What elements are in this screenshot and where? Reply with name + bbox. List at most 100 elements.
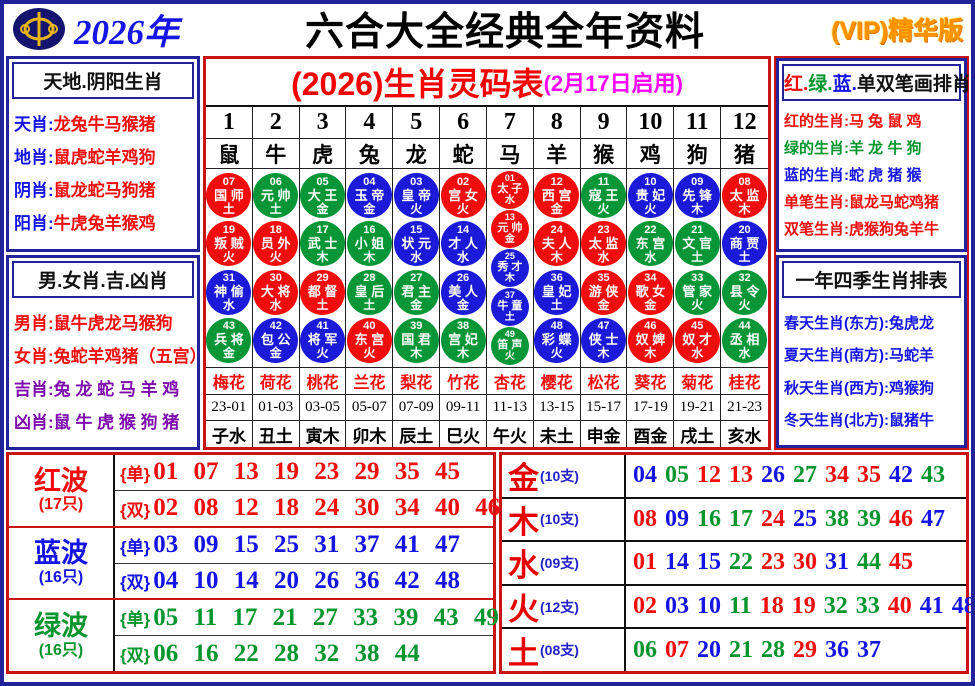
side-row-value: 鼠龙蛇马狗猪 bbox=[53, 181, 156, 201]
wave-group: 红波 (17只) {单} 01 07 13 19 23 29 35 45 {双} 02 0… bbox=[9, 455, 500, 528]
flower-cell-cell: 梅花 bbox=[206, 367, 253, 394]
side-row-label: 阴肖: bbox=[14, 181, 54, 201]
element-row: 木 (10支) 08 09 16 17 24 25 38 39 46 47 bbox=[502, 498, 966, 543]
element-number: 32 bbox=[823, 593, 848, 620]
element-number: 21 bbox=[729, 636, 753, 663]
ball: 05 大 王金 bbox=[300, 173, 346, 219]
ball: 01 太 子水 bbox=[490, 171, 529, 209]
flower-cell-cell: 桃花 bbox=[299, 367, 347, 394]
year-label: 2026年 bbox=[74, 12, 180, 52]
ball-number: 38 bbox=[456, 320, 470, 333]
ball: 18 员 外火 bbox=[253, 221, 299, 267]
element-name: 金 bbox=[508, 461, 539, 497]
wave-group: 蓝波 (16只) {单} 03 09 15 25 31 37 41 47 {双} 04 1… bbox=[9, 527, 493, 601]
column-number-cell: 5 bbox=[393, 107, 441, 139]
time-range-cell-cell: 17-19 bbox=[627, 394, 675, 420]
earthly-branch-cell-cell: 丑土 bbox=[252, 420, 300, 447]
wave-row: {单} 03 09 15 25 31 37 41 47 bbox=[115, 528, 493, 564]
wave-count: (17只) bbox=[38, 496, 84, 514]
ball-element: 金 bbox=[410, 298, 423, 313]
ball-role: 美 人 bbox=[448, 284, 478, 300]
element-number: 37 bbox=[857, 636, 881, 663]
header: 2026年 六合大全经典全年资料 (VIP)精华版 bbox=[4, 4, 971, 54]
ball-number: 28 bbox=[363, 272, 376, 285]
ball-role: 国 师 bbox=[214, 187, 244, 203]
wave-row: {双} 04 10 14 20 26 36 42 48 bbox=[115, 564, 493, 599]
ball: 38 宫 妃木 bbox=[440, 317, 486, 363]
side-row: 蓝的生肖:蛇 虎 猪 猴 bbox=[784, 166, 959, 185]
ball-role: 东 宫 bbox=[354, 332, 385, 348]
ball: 17 武 士木 bbox=[300, 221, 346, 267]
wave-rows: {单} 05 11 17 21 27 33 39 43 49 {双} 06 16 22… bbox=[115, 600, 499, 671]
side-row-value: 牛虎兔羊猴鸡 bbox=[53, 214, 156, 234]
element-number: 43 bbox=[921, 462, 945, 489]
ball-element: 水 bbox=[410, 249, 423, 264]
ball: 32 县 令火 bbox=[722, 269, 768, 315]
side-row-label: 吉肖: bbox=[14, 379, 54, 399]
wave-rows: {单} 03 09 15 25 31 37 41 47 {双} 04 10 14 20… bbox=[115, 528, 493, 599]
ball-number: 34 bbox=[644, 272, 657, 285]
side-row: 男肖:鼠牛虎龙马猴狗 bbox=[14, 314, 192, 334]
element-number: 39 bbox=[857, 505, 881, 532]
ball: 16 小 姐木 bbox=[346, 221, 392, 267]
element-count: (08支) bbox=[540, 642, 579, 659]
ball-number: 21 bbox=[691, 223, 704, 236]
ball-role: 彩 蝶 bbox=[541, 332, 572, 348]
element-label-cell: 木 (10支) bbox=[502, 498, 626, 541]
ball-element: 木 bbox=[597, 346, 610, 361]
ball-element: 土 bbox=[738, 249, 751, 264]
bottom-area: 红波 (17只) {单} 01 07 13 19 23 29 35 45 {双} 02 0… bbox=[4, 452, 971, 676]
ball: 30 大 将水 bbox=[253, 269, 299, 315]
ball-number: 27 bbox=[410, 272, 423, 285]
side-row-label: 蓝的生肖: bbox=[784, 166, 849, 184]
ball-number: 26 bbox=[456, 272, 470, 285]
ball: 41 将 军火 bbox=[300, 317, 346, 363]
center-title-row: (2026)生肖灵码表 (2月17日启用) bbox=[206, 59, 768, 107]
ball: 35 游 侠金 bbox=[581, 269, 627, 315]
ball-role: 玉 帝 bbox=[354, 187, 385, 203]
ball: 27 君 主金 bbox=[393, 269, 439, 315]
ball-column: 07 国 师土 19 叛 贼火 31 神 偷水 43 兵 将金 bbox=[206, 169, 253, 367]
side-row: 单笔生肖:鼠龙马蛇鸡猪 bbox=[784, 194, 959, 212]
flower-cell-cell: 兰花 bbox=[346, 367, 394, 394]
ball: 09 先 锋木 bbox=[674, 173, 720, 219]
ball-role: 兵 将 bbox=[214, 332, 244, 348]
time-range-cell-cell: 19-21 bbox=[674, 394, 722, 420]
flower-cell-cell: 松花 bbox=[580, 367, 628, 394]
ball-role: 才 人 bbox=[448, 235, 478, 251]
ball-number: 49 bbox=[504, 329, 515, 339]
ball-column: 11 寇 王火 23 太 监水 35 游 侠金 47 侠 士木 bbox=[581, 169, 628, 367]
ball-number: 15 bbox=[410, 223, 423, 236]
ball-element: 火 bbox=[738, 298, 751, 313]
earthly-branch-cell-cell: 申金 bbox=[580, 420, 628, 447]
ball-role: 元 帅 bbox=[497, 222, 523, 234]
main-area: 天地.阴阳生肖 天肖:龙兔牛马猴猪 地肖:鼠虎蛇羊鸡狗 阴肖:鼠龙蛇马狗猪 阳肖:牛虎兔… bbox=[4, 54, 971, 452]
ball-column: 04 玉 帝金 16 小 姐木 28 皇 后土 40 东 宫火 bbox=[346, 169, 394, 367]
ball-role: 神 偷 bbox=[214, 284, 244, 300]
ball-number: 32 bbox=[738, 272, 751, 285]
time-range-cell-cell: 07-09 bbox=[393, 394, 441, 420]
side-row-label: 阳肖: bbox=[14, 214, 54, 234]
ball: 34 歌 女金 bbox=[627, 269, 673, 315]
ball-number: 05 bbox=[316, 175, 329, 188]
element-label-cell: 火 (12支) bbox=[502, 585, 626, 628]
side-row-label: 绿的生肖: bbox=[784, 140, 849, 158]
ball-role: 皇 后 bbox=[354, 284, 385, 300]
ball-role: 丞 相 bbox=[729, 332, 760, 348]
flower-cell: 梅花 荷花 桃花 兰花 梨花 竹花 杏花 樱花 松花 葵花 菊花 桂花 bbox=[206, 367, 768, 394]
ball: 43 兵 将金 bbox=[206, 317, 252, 363]
ball-role: 文 官 bbox=[682, 235, 713, 251]
flower-cell-cell: 梨花 bbox=[393, 367, 441, 394]
ball-role: 包 公 bbox=[260, 332, 291, 348]
element-number: 23 bbox=[761, 549, 785, 576]
ball-element: 水 bbox=[222, 298, 235, 313]
ball-element: 水 bbox=[269, 298, 282, 313]
ball-role: 夫 人 bbox=[541, 235, 572, 251]
ball: 24 夫 人木 bbox=[534, 221, 580, 267]
ball: 25 秀 才木 bbox=[490, 249, 529, 287]
ball: 29 都 督土 bbox=[300, 269, 346, 315]
side-row: 绿的生肖:羊 龙 牛 狗 bbox=[784, 140, 959, 158]
ball-element: 土 bbox=[550, 298, 563, 313]
element-count: (10支) bbox=[540, 511, 579, 528]
side-row-value: 龙兔牛马猴猪 bbox=[53, 115, 156, 135]
